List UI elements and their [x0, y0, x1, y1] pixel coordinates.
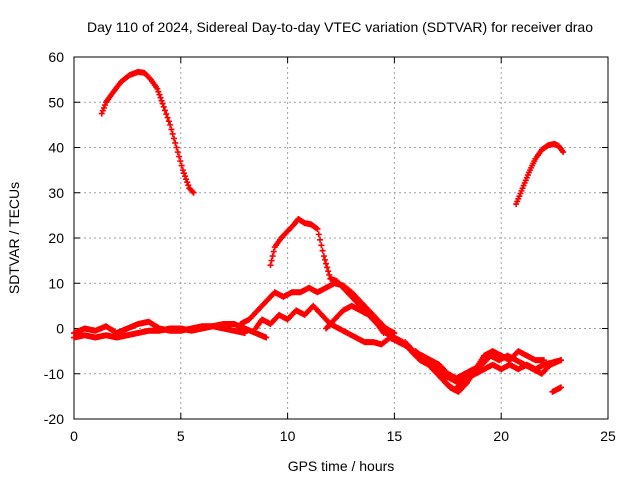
data-point-marker — [323, 260, 330, 267]
data-point-marker — [157, 94, 164, 101]
x-tick-label: 5 — [177, 428, 185, 444]
y-tick-label: 10 — [48, 275, 64, 291]
data-point-marker — [176, 153, 183, 160]
data-point-marker — [179, 167, 186, 174]
data-point-marker — [156, 91, 163, 98]
data-point-marker — [168, 126, 175, 133]
series-arc-low-2 — [71, 323, 248, 341]
data-point-marker — [321, 256, 328, 263]
y-tick-label: -10 — [44, 366, 64, 382]
data-point-marker — [314, 225, 321, 232]
data-point-marker — [184, 179, 191, 186]
y-tick-label: 30 — [48, 185, 64, 201]
axis-ticks: 0 5 10 15 20 25 -20 -10 0 10 20 30 40 50 60 — [44, 49, 616, 444]
series-arc-high-2 — [513, 140, 567, 208]
y-axis-label: SDTVAR / TECUs — [6, 182, 22, 294]
series-arc-low-9 — [549, 384, 565, 395]
data-point-marker — [263, 334, 270, 341]
data-point-marker — [558, 384, 565, 391]
y-tick-label: 50 — [48, 94, 64, 110]
data-point-marker — [324, 264, 331, 271]
data-point-marker — [174, 149, 181, 156]
data-point-marker — [177, 158, 184, 165]
data-point-marker — [178, 162, 185, 169]
data-point-marker — [161, 107, 168, 114]
data-point-marker — [101, 102, 108, 109]
data-point-marker — [169, 130, 176, 137]
data-point-marker — [558, 357, 565, 364]
y-tick-label: 20 — [48, 230, 64, 246]
x-tick-label: 0 — [70, 428, 78, 444]
series-arc-high-1 — [98, 68, 197, 196]
data-points — [71, 68, 567, 395]
x-tick-label: 20 — [493, 428, 509, 444]
data-point-marker — [325, 268, 332, 275]
x-tick-label: 25 — [600, 428, 616, 444]
data-point-marker — [173, 144, 180, 151]
x-tick-label: 10 — [280, 428, 296, 444]
series-arc-low-4 — [252, 302, 402, 348]
data-point-marker — [267, 262, 274, 269]
x-tick-label: 15 — [387, 428, 403, 444]
data-point-marker — [326, 271, 333, 278]
x-axis-label: GPS time / hours — [288, 458, 395, 474]
series-arc-low-8 — [412, 348, 547, 395]
data-point-marker — [172, 139, 179, 146]
data-point-marker — [185, 182, 192, 189]
data-point-marker — [100, 104, 107, 111]
data-point-marker — [163, 111, 170, 118]
y-tick-label: 40 — [48, 140, 64, 156]
data-point-marker — [315, 231, 322, 238]
data-point-marker — [560, 149, 567, 156]
data-point-marker — [189, 188, 196, 195]
series-arc-low-3 — [237, 280, 398, 337]
data-point-marker — [160, 103, 167, 110]
y-tick-label: 60 — [48, 49, 64, 65]
data-point-marker — [241, 330, 248, 337]
data-point-marker — [155, 88, 162, 95]
data-point-marker — [183, 176, 190, 183]
data-point-marker — [154, 85, 161, 92]
data-point-marker — [182, 173, 189, 180]
chart-title: Day 110 of 2024, Sidereal Day-to-day VTE… — [87, 19, 593, 35]
data-point-marker — [167, 121, 174, 128]
data-point-marker — [170, 135, 177, 142]
data-point-marker — [319, 247, 326, 254]
y-tick-label: -20 — [44, 411, 64, 427]
y-tick-label: 0 — [56, 321, 64, 337]
data-point-marker — [98, 110, 105, 117]
data-point-marker — [318, 242, 325, 249]
data-point-marker — [320, 253, 327, 260]
data-point-marker — [269, 253, 276, 260]
data-point-marker — [165, 118, 172, 125]
data-point-marker — [159, 100, 166, 107]
data-point-marker — [181, 170, 188, 177]
data-point-marker — [317, 236, 324, 243]
data-point-marker — [270, 248, 277, 255]
data-point-marker — [268, 257, 275, 264]
data-point-marker — [164, 114, 171, 121]
data-point-marker — [158, 97, 165, 104]
data-point-marker — [540, 357, 547, 364]
series-arc-low-7 — [402, 339, 565, 382]
data-point-marker — [99, 107, 106, 114]
data-point-marker — [190, 189, 197, 196]
